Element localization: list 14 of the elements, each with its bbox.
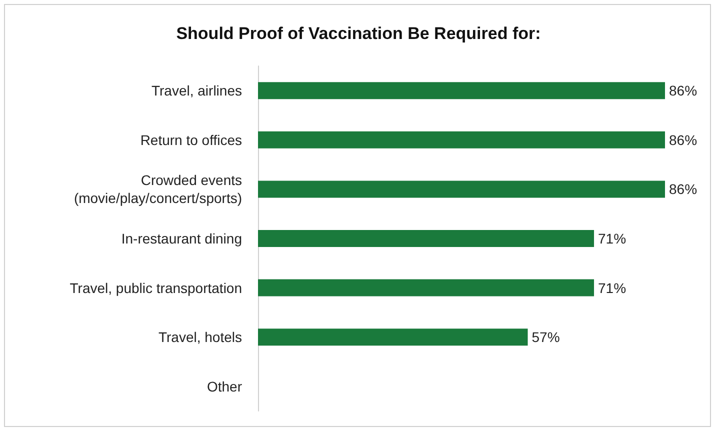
data-label: 86% (669, 181, 698, 198)
y-tick-label: Travel, public transportation (70, 280, 242, 296)
data-label: 71% (598, 230, 626, 246)
chart-title: Should Proof of Vaccination Be Required for: (176, 24, 541, 43)
data-label: 57% (532, 329, 560, 346)
y-tick-label: Crowded events (movie/play/concert/sports) (74, 172, 242, 206)
data-label: 86% (669, 82, 698, 99)
data-label: 86% (669, 132, 698, 148)
y-tick-label: Return to offices (140, 132, 242, 148)
y-tick-label: Travel, hotels (158, 329, 242, 346)
y-tick-label: In-restaurant dining (121, 230, 242, 246)
data-label: 71% (598, 280, 626, 296)
y-tick-label: Other (206, 378, 242, 394)
y-tick-label: Travel, airlines (151, 82, 242, 99)
